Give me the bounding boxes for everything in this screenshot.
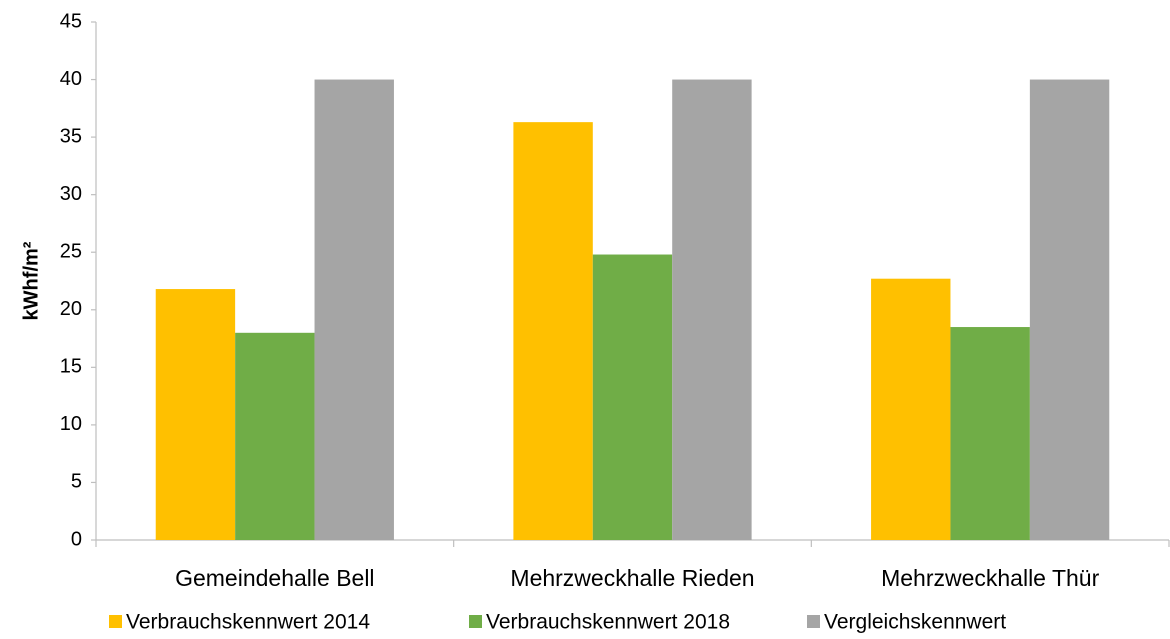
legend-swatch (469, 615, 482, 628)
y-tick-label: 45 (60, 10, 82, 32)
y-tick-label: 20 (60, 298, 82, 320)
legend-label: Verbrauchskennwert 2014 (126, 611, 370, 634)
x-tick-label: Mehrzweckhalle Thür (881, 565, 1100, 591)
y-tick-label: 15 (60, 356, 82, 378)
x-tick-label: Gemeindehalle Bell (175, 565, 374, 591)
y-axis-label: kWhf/m² (20, 241, 42, 320)
bar (1029, 79, 1110, 541)
bar (235, 332, 315, 540)
bar (155, 289, 236, 540)
y-tick-label: 5 (71, 471, 82, 493)
x-tick-label: Mehrzweckhalle Rieden (510, 565, 754, 591)
y-tick-label: 40 (60, 68, 82, 90)
y-tick-label: 35 (60, 125, 82, 147)
bar (592, 254, 673, 540)
legend-label: Verbrauchskennwert 2018 (486, 611, 730, 634)
y-tick-label: 30 (60, 183, 82, 205)
legend-swatch (109, 615, 122, 628)
legend-label: Vergleichskennwert (824, 611, 1006, 634)
bar (513, 122, 593, 540)
bar (871, 278, 951, 540)
y-tick-label: 0 (71, 528, 82, 550)
legend-swatch (807, 615, 820, 628)
y-tick-label: 25 (60, 241, 82, 263)
bar (672, 79, 752, 541)
y-tick-label: 10 (60, 413, 82, 435)
bar (314, 79, 394, 541)
bar (950, 327, 1030, 540)
